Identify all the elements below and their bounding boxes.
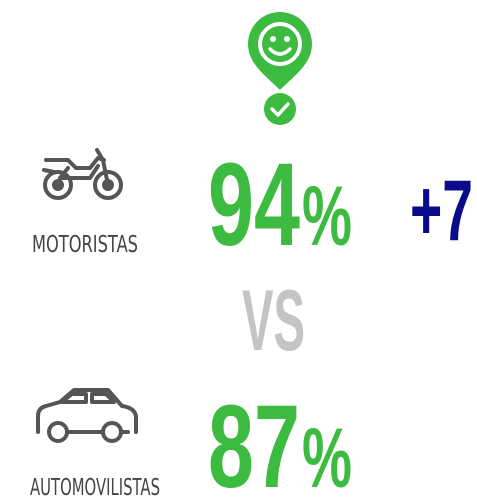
motoristas-label: MOTORISTAS: [32, 232, 138, 258]
difference: +7: [410, 163, 473, 259]
automovilistas-label: AUTOMOVILISTAS: [30, 475, 160, 497]
car-icon: [36, 388, 138, 443]
motoristas-percent: 94: [208, 139, 300, 271]
smiley-pin-icon: [248, 12, 312, 125]
motorcycle-icon: [42, 148, 123, 200]
versus: VS: [242, 273, 305, 369]
percent-unit: %: [302, 411, 352, 497]
percent-unit: %: [302, 169, 352, 263]
automovilistas-percent: 87: [208, 381, 300, 497]
